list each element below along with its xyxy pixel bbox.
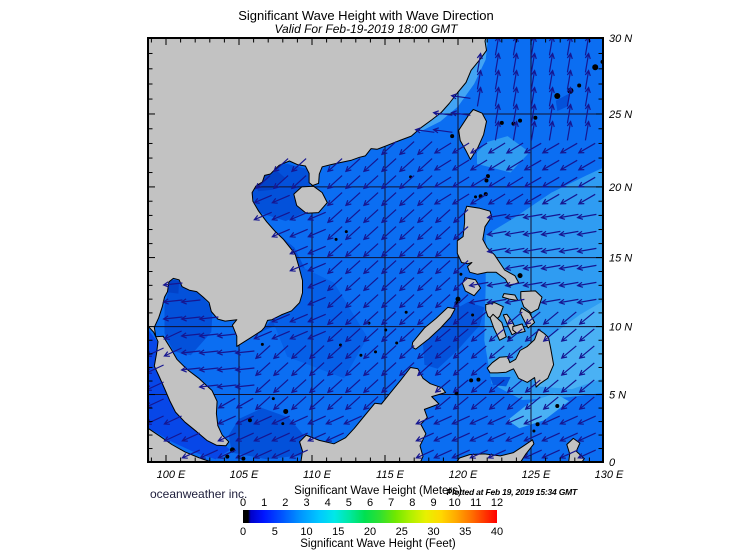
- legend-tick-meters: 9: [430, 497, 437, 509]
- lon-label: 130 E: [595, 469, 624, 481]
- legend-tick-meters: 11: [470, 497, 482, 509]
- lon-label: 115 E: [376, 469, 405, 481]
- legend-tick-feet: 15: [332, 526, 345, 538]
- branding-text: oceanweather inc.: [150, 487, 248, 501]
- axis-labels: 30 N 25 N 20 N 15 N 10 N 5 N 0 100 E 105 E 110 E 1…: [157, 33, 633, 481]
- legend-meters-label: Significant Wave Height (Meters): [294, 485, 462, 497]
- lon-label: 100 E: [157, 469, 186, 481]
- legend-tick-feet: 40: [490, 526, 504, 538]
- legend-tick-meters: 4: [324, 497, 331, 509]
- legend-tick-meters: 2: [282, 497, 289, 509]
- lon-label: 125 E: [522, 469, 551, 481]
- legend-tick-meters: 10: [448, 497, 461, 509]
- lat-label: 25 N: [608, 109, 632, 121]
- legend-tick-meters: 1: [261, 497, 268, 509]
- legend-feet-label: Significant Wave Height (Feet): [300, 538, 456, 550]
- legend-tick-meters: 3: [303, 497, 310, 509]
- legend-tick-feet: 5: [271, 526, 278, 538]
- lat-label: 0: [609, 457, 616, 469]
- colorbar-gradient: [243, 510, 497, 523]
- legend-tick-meters: 6: [366, 497, 374, 509]
- lat-label: 10 N: [609, 322, 632, 334]
- page-title: Significant Wave Height with Wave Direct…: [238, 8, 494, 23]
- map-layers: [148, 38, 603, 462]
- page-subtitle: Valid For Feb-19-2019 18:00 GMT: [274, 22, 458, 36]
- plotted-timestamp: Plotted at Feb 19, 2019 15:34 GMT: [446, 487, 578, 497]
- wave-direction-arrows: [148, 38, 597, 459]
- legend-tick-feet: 20: [363, 526, 377, 538]
- legend-tick-meters: 7: [388, 497, 395, 509]
- legend-tick-feet: 35: [459, 526, 472, 538]
- legend-meters-ticks: 0 1 2 3 4 5 6 7 8 9 10 11 12: [0, 497, 755, 509]
- map-frame: [147, 37, 604, 463]
- legend-tick-meters: 12: [490, 497, 504, 509]
- lon-label: 105 E: [230, 469, 259, 481]
- land-masses: [148, 38, 585, 462]
- legend-tick-meters: 0: [239, 497, 247, 509]
- frame-ticks: [149, 39, 602, 461]
- lon-label: 110 E: [303, 469, 332, 481]
- lat-label: 20 N: [608, 182, 632, 194]
- legend-tick-feet: 30: [427, 526, 440, 538]
- legend-feet-ticks: 0 5 10 15 20 25 30 35 40: [0, 526, 755, 538]
- legend-tick-feet: 0: [239, 526, 247, 538]
- legend-tick-meters: 5: [345, 497, 352, 509]
- lon-label: 120 E: [449, 469, 478, 481]
- lat-label: 30 N: [609, 33, 632, 45]
- island-dots: [225, 59, 603, 461]
- lat-label: 15 N: [609, 253, 632, 265]
- lat-label: 5 N: [609, 390, 626, 402]
- legend-tick-feet: 25: [395, 526, 408, 538]
- legend-tick-meters: 8: [409, 497, 416, 509]
- legend-tick-feet: 10: [300, 526, 313, 538]
